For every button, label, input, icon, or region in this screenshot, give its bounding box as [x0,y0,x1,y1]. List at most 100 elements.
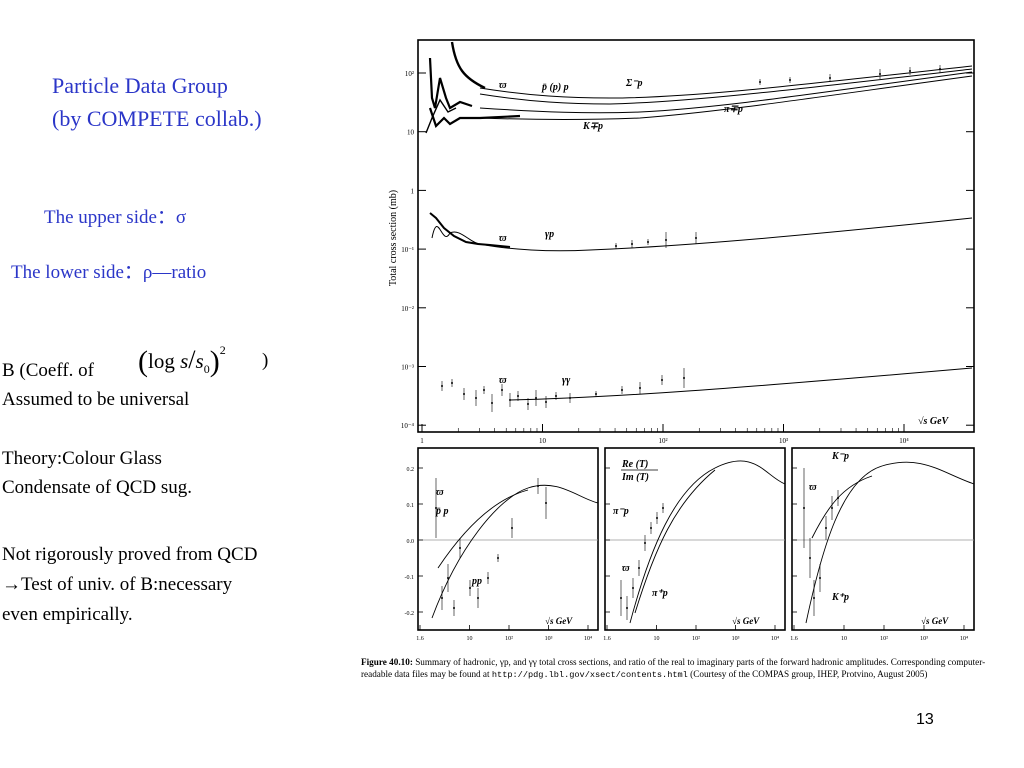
pp-rho-data-point [537,485,539,487]
k-minus-p-rho-curve [811,475,873,539]
x-tick-label: 10 [841,636,847,642]
top-sqrt-s-label: √s GeV [918,416,950,427]
top-ylabel: Total cross section (mb) [388,190,399,286]
gamma-gamma-data-point [509,399,511,401]
lower-side-text: The lower side：ρ—ratio [11,262,207,283]
gamma-p-data-point [615,245,617,247]
pp-rho-data-point [453,607,455,609]
rho-panel-pp-curves [431,478,599,619]
gamma-p-data-point [631,243,633,245]
x-tick-label: 10 [467,636,473,642]
gamma-gamma-data-point [491,402,493,404]
y-tick-label: 0.0 [407,539,415,545]
top-y-tick-label: 10⁻³ [401,364,414,372]
x-tick-label: 10 [654,636,660,642]
rho-panel-pip-axes: 1.6 10 10² 10³ 10⁴ [603,467,785,642]
pp-rho-data-point [487,577,489,579]
caption-url-link[interactable]: http://pdg.lbl.gov/xsect/contents.html [491,670,688,680]
pp-label: pp [471,576,482,587]
kp-cross-symbol: ϖ [809,482,817,493]
top-curves [425,41,973,412]
gamma-gamma-curve [509,367,973,401]
top-y-tick-label: 1 [411,187,415,195]
rho-panel-pp-axes: -0.2 -0.1 0.0 0.1 0.2 1.6 10 10² 10³ 10⁴ [405,467,598,642]
pbar-p-rho-curve [437,489,529,569]
gamma-gamma-data-point [621,389,623,391]
x-tick-label: 10² [505,636,513,642]
rho-panel-pp: -0.2 -0.1 0.0 0.1 0.2 1.6 10 10² 10³ 10⁴ ϖ p̄ p p… [405,447,599,642]
pi-p-rho-data-point [662,507,664,509]
k-p-rho-data-point [819,577,821,579]
gamma-gamma-data-point [595,393,597,395]
gamma-p-data-point [695,237,697,239]
caption-text-2: (Courtesy of the COMPAS group, IHEP, Pro… [687,669,928,679]
top-y-tick-label: 10⁻¹ [401,246,414,254]
pbar-p-fit-curve [479,68,973,105]
caption-text-1: Summary of hadronic, γp, and γγ total cr… [361,657,986,679]
label-sigma-p: Σ⁻p [625,78,642,89]
lowenergy-data-band-2 [428,107,521,129]
formula-s: s [180,349,189,373]
pip-sqrt-s-label: √s GeV [732,616,760,626]
gamma-gamma-data-point [463,393,465,395]
formula-exp: 2 [219,343,226,357]
cosmic-ray-data-point [829,77,831,79]
kp-sqrt-s-label: √s GeV [921,616,949,626]
label-pi-p: π∓p [724,104,743,115]
ratio-denominator: Im (T) [621,472,649,483]
pi-p-rho-data-point [632,587,634,589]
label-pbar-p: p̄ (p) p [541,82,569,93]
x-tick-label: 10² [692,636,700,642]
gamma-gamma-data-point [555,395,557,397]
pp-rho-curve [431,484,599,619]
proof-line-1: Not rigorously proved from QCD [2,544,258,565]
top-x-tick-label: 1 [420,437,424,445]
gamma-gamma-data-point [535,397,537,399]
log-s-formula: (log s/s0)2 [138,343,226,378]
k-p-rho-data-point [831,507,833,509]
k-p-rho-data-point [825,527,827,529]
rho-panel-kp-frame [791,447,975,631]
pp-rho-data-point [469,587,471,589]
pbar-p-label: p̄ p [435,506,449,517]
k-p-rho-data-point [813,597,815,599]
y-tick-label: -0.2 [405,611,415,617]
theory-line-2: Condensate of QCD sug. [2,477,192,498]
upper-side-text: The upper side：σ [44,207,187,228]
pi-p-fit-curve [479,71,973,114]
k-minus-p-label: K⁻p [831,451,849,462]
pp-rho-data-point [477,597,479,599]
proof-line-2: →Test of univ. of B:necessary [2,574,233,595]
pdg-cross-section-figure: Total cross section (mb) 10²10110⁻¹10⁻²1… [388,39,975,642]
gamma-gamma-data-point [545,401,547,403]
pi-plus-p-label: π⁺p [652,588,668,599]
rho-panel-kp-curves [803,461,975,624]
figure-caption: Figure 40.10: Summary of hadronic, γp, a… [361,656,1011,681]
rho-panel-kp: 1.6 10 10² 10³ 10⁴ K⁻p ϖ K⁺p √s GeV [790,447,975,642]
gamma-gamma-data-point [569,397,571,399]
x-tick-label: 1.6 [790,636,798,642]
k-p-rho-data-point [809,557,811,559]
k-p-rho-curve [805,461,975,624]
rho-panel-kp-axes: 1.6 10 10² 10³ 10⁴ [790,467,974,642]
y-tick-label: 0.1 [407,503,415,509]
x-tick-label: 10³ [920,636,928,642]
y-tick-label: 0.2 [407,467,415,473]
label-gamma-p: γp [545,229,554,240]
gamma-gamma-data-point [517,395,519,397]
gamma-gamma-data-point [451,382,453,384]
pi-plus-p-rho-curve [634,469,716,614]
coeff-prefix: B (Coeff. of [2,360,94,381]
cosmic-ray-data-point [939,68,941,70]
pp-rho-data-point [545,502,547,504]
top-x-tick-label: 10⁴ [899,437,909,445]
title-line-1: Particle Data Group [52,73,228,98]
label-cross-2: ϖ [499,233,507,244]
top-x-ticks: 1 10 10² 10³ 10⁴ [420,424,909,445]
top-y-ticks: 10² 10 1 10⁻¹ 10⁻² 10⁻³ 10⁻⁴ [401,70,974,430]
rho-panel-pip-curves [620,460,786,624]
x-tick-label: 10³ [732,636,740,642]
formula-s0-sub: 0 [203,362,210,377]
gamma-p-data-point [647,241,649,243]
label-cross-3: ϖ [499,375,507,386]
